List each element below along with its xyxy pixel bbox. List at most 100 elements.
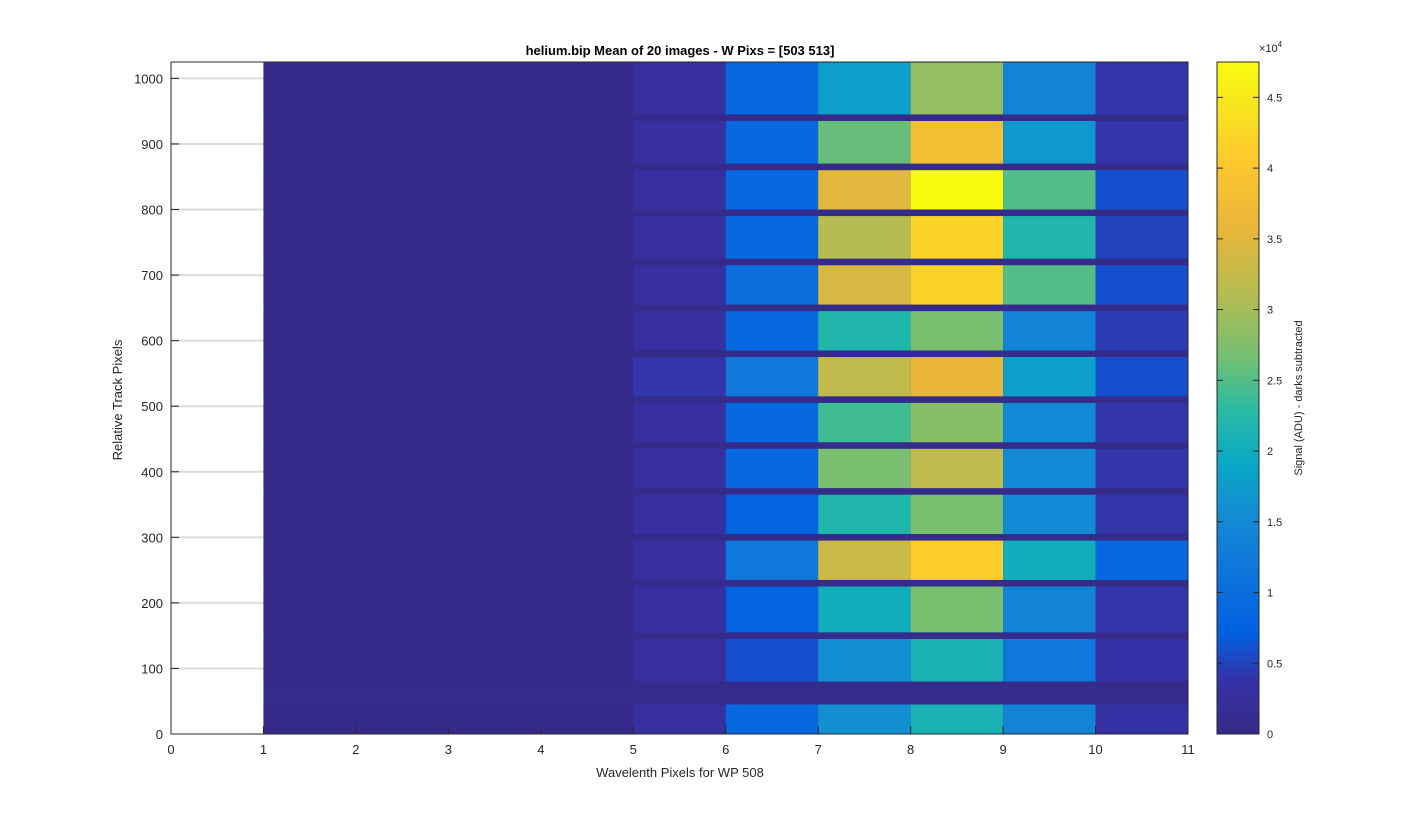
colorbar-tick-label-1.5: 1.5 (1267, 517, 1282, 529)
heatmap-cell-b4-c2 (448, 494, 541, 535)
x-tick-label-2: 2 (352, 742, 359, 757)
heatmap-cell-b10-c9 (1095, 216, 1188, 259)
heatmap-cell-b5-c0 (263, 448, 356, 489)
heatmap-cell-b13-c3 (540, 62, 634, 115)
heatmap-cell-b7-c6 (818, 357, 911, 397)
heatmap-cell-b11-c5 (725, 170, 819, 210)
heatmap-cell-b6-c6 (818, 402, 911, 443)
plot-frame (170, 61, 1189, 735)
heatmap-cell-b8-c1 (355, 311, 449, 351)
plot-area (170, 61, 1189, 735)
heatmap-cell-b6-c7 (910, 402, 1004, 443)
colorbar-label: Signal (ADU) - darks subtracted (1293, 320, 1305, 475)
heatmap-cell-b5-c1 (355, 448, 449, 489)
heatmap-cell-b7-c0 (263, 357, 356, 397)
heatmap-cell-b10-c0 (263, 216, 356, 259)
heatmap-cell-b13-c5 (725, 62, 819, 115)
heatmap-cell-b3-c7 (910, 540, 1004, 580)
heatmap-cell-b7-c7 (910, 357, 1004, 397)
heatmap-cell-b7-c5 (725, 357, 819, 397)
x-axis: 0 1 2 3 4 5 6 7 8 9 10 11 (167, 726, 1195, 757)
heatmap-cell-b9-c4 (633, 265, 726, 305)
heatmap-cell-b4-c5 (725, 494, 819, 535)
x-tick-label-3: 3 (445, 742, 452, 757)
heatmap-cell-b12-c4 (633, 121, 726, 164)
heatmap-cell-b8-c5 (725, 311, 819, 351)
heatmap-cell-b12-c2 (448, 121, 541, 164)
heatmap-cell-b2-c6 (818, 586, 911, 633)
heatmap-cell-b11-c2 (448, 170, 541, 210)
heatmap-cell-b2-c7 (910, 586, 1004, 633)
colorbar-tick-label-3.5: 3.5 (1267, 234, 1282, 246)
heatmap-cell-b6-c9 (1095, 402, 1188, 443)
heatmap-cell-b7-c1 (355, 357, 449, 397)
y-axis-label: Relative Track Pixels (110, 339, 125, 460)
heatmap-cell-b5-c2 (448, 448, 541, 489)
heatmap-cell-b13-c2 (448, 62, 541, 115)
heatmap-cell-b7-c8 (1003, 357, 1096, 397)
heatmap-cell-b12-c9 (1095, 121, 1188, 164)
y-tick-label-1000: 1000 (134, 71, 163, 86)
heatmap-cell-b2-c1 (355, 586, 449, 633)
heatmap-cell-b2-c3 (540, 586, 634, 633)
heatmap-cell-b9-c7 (910, 265, 1004, 305)
y-tick-label-700: 700 (141, 268, 163, 283)
heatmap-cell-b1-c3 (540, 638, 634, 682)
heatmap-cell-b10-c7 (910, 216, 1004, 259)
heatmap-cell-b4-c8 (1003, 494, 1096, 535)
x-tick-label-5: 5 (630, 742, 637, 757)
heatmap-cell-b8-c9 (1095, 311, 1188, 351)
heatmap-cell-b5-c7 (910, 448, 1004, 489)
heatmap-cell-b13-c4 (633, 62, 726, 115)
heatmap-cell-b9-c5 (725, 265, 819, 305)
colorbar-exponent: ×104 (1259, 40, 1283, 55)
heatmap-cell-b8-c2 (448, 311, 541, 351)
heatmap-cell-b11-c6 (818, 170, 911, 210)
heatmap-cell-b9-c3 (540, 265, 634, 305)
x-axis-label: Wavelenth Pixels for WP 508 (596, 765, 764, 780)
heatmap-cell-b4-c6 (818, 494, 911, 535)
heatmap-cell-b1-c8 (1003, 638, 1096, 682)
heatmap-cell-b8-c6 (818, 311, 911, 351)
heatmap-cell-b13-c9 (1095, 62, 1188, 115)
heatmap-cell-b12-c0 (263, 121, 356, 164)
heatmap-cell-b9-c8 (1003, 265, 1096, 305)
colorbar-tick-label-0: 0 (1267, 729, 1273, 741)
heatmap-cell-b0-c2 (448, 704, 541, 734)
heatmap-cell-b0-c3 (540, 704, 634, 734)
heatmap-cell-b2-c8 (1003, 586, 1096, 633)
heatmap-cell-b0-c8 (1003, 704, 1096, 734)
heatmap-cell-b6-c3 (540, 402, 634, 443)
colorbar-tick-label-0.5: 0.5 (1267, 658, 1282, 670)
heatmap-cell-b8-c4 (633, 311, 726, 351)
heatmap-cell-b0-c1 (355, 704, 449, 734)
colorbar-tick-label-3: 3 (1267, 305, 1273, 317)
heatmap-cell-b3-c3 (540, 540, 634, 580)
heatmap-cell-b10-c3 (540, 216, 634, 259)
heatmap-cell-b13-c1 (355, 62, 449, 115)
heatmap-cell-b10-c1 (355, 216, 449, 259)
colorbar-gradient (1216, 61, 1260, 735)
heatmap-cell-b10-c2 (448, 216, 541, 259)
heatmap-cell-b12-c8 (1003, 121, 1096, 164)
heatmap-cell-b8-c3 (540, 311, 634, 351)
heatmap-cell-b1-c5 (725, 638, 819, 682)
heatmap (263, 62, 1188, 734)
heatmap-cell-b8-c7 (910, 311, 1004, 351)
heatmap-cell-b3-c0 (263, 540, 356, 580)
heatmap-cell-b11-c8 (1003, 170, 1096, 210)
heatmap-cell-b8-c0 (263, 311, 356, 351)
heatmap-cell-b11-c7 (910, 170, 1004, 210)
heatmap-cell-b1-c4 (633, 638, 726, 682)
heatmap-cell-b1-c7 (910, 638, 1004, 682)
heatmap-cell-b3-c6 (818, 540, 911, 580)
x-tick-label-10: 10 (1088, 742, 1102, 757)
heatmap-cell-b4-c7 (910, 494, 1004, 535)
heatmap-cell-b4-c1 (355, 494, 449, 535)
heatmap-cell-b3-c4 (633, 540, 726, 580)
heatmap-cell-b5-c3 (540, 448, 634, 489)
heatmap-cell-b4-c0 (263, 494, 356, 535)
heatmap-cell-b11-c0 (263, 170, 356, 210)
x-tick-label-4: 4 (537, 742, 544, 757)
